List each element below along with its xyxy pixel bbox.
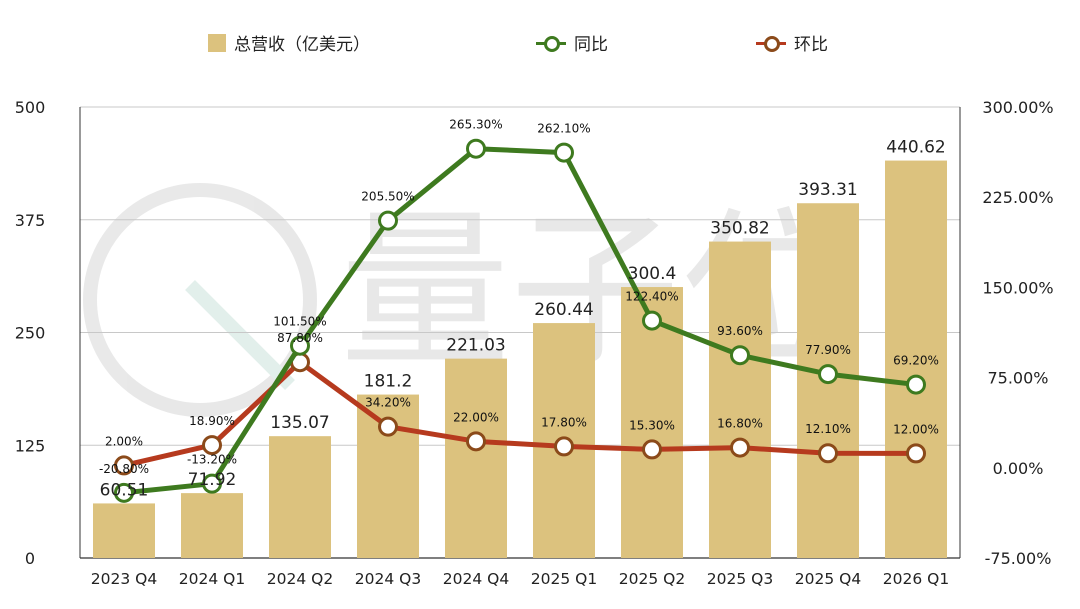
y-left-tick-label: 125 — [15, 436, 46, 455]
watermark-logo-ring — [83, 183, 317, 417]
qoq-data-label: 18.90% — [189, 414, 235, 428]
qoq-data-label: 2.00% — [105, 434, 143, 448]
legend-item-revenue: 总营收（亿美元） — [208, 30, 370, 55]
x-tick-label: 2024 Q2 — [267, 570, 333, 588]
revenue-bar — [621, 287, 683, 558]
revenue-bar — [885, 160, 947, 558]
revenue-data-label: 60.51 — [100, 480, 149, 500]
revenue-bar — [709, 241, 771, 558]
y-left-tick-label: 250 — [15, 324, 46, 343]
revenue-data-label: 440.62 — [886, 138, 945, 158]
qoq-marker — [818, 443, 838, 464]
qoq-marker — [906, 443, 926, 464]
revenue-data-label: 393.31 — [798, 180, 857, 200]
qoq-data-label: 34.20% — [365, 396, 411, 410]
qoq-data-label: 12.10% — [805, 422, 851, 436]
yoy-marker — [378, 210, 398, 231]
revenue-bar — [445, 358, 507, 558]
x-tick-label: 2025 Q4 — [795, 570, 861, 588]
yoy-data-label: 205.50% — [361, 190, 414, 204]
revenue-data-label: 260.44 — [534, 300, 593, 320]
revenue-bar — [93, 503, 155, 558]
chart-legend: 总营收（亿美元） 同比 环比 — [0, 30, 1080, 58]
yoy-marker — [730, 345, 750, 366]
y-left-tick-label: 0 — [25, 549, 35, 568]
qoq-data-label: 12.00% — [893, 422, 939, 436]
yoy-marker — [202, 473, 222, 494]
yoy-marker — [554, 142, 574, 163]
revenue-data-label: 181.2 — [364, 372, 413, 392]
qoq-data-label: 17.80% — [541, 415, 587, 429]
yoy-data-label: 77.90% — [805, 343, 851, 357]
yoy-data-label: 262.10% — [537, 122, 590, 136]
legend-item-qoq: 环比 — [756, 30, 828, 55]
yoy-marker — [466, 138, 486, 159]
x-tick-label: 2024 Q4 — [443, 570, 509, 588]
revenue-bar — [181, 493, 243, 558]
qoq-marker — [554, 436, 574, 457]
revenue-data-label: 221.03 — [446, 336, 505, 356]
y-right-tick-label: 150.00% — [982, 278, 1053, 297]
yoy-data-label: -20.80% — [99, 462, 149, 476]
yoy-data-label: 122.40% — [625, 290, 678, 304]
yoy-marker — [114, 482, 134, 503]
qoq-data-label: 16.80% — [717, 417, 763, 431]
legend-item-yoy: 同比 — [536, 30, 608, 55]
yoy-data-label: 69.20% — [893, 354, 939, 368]
legend-swatch-revenue — [208, 33, 226, 52]
yoy-marker — [818, 364, 838, 385]
growth-lines — [114, 138, 926, 503]
revenue-bar — [269, 436, 331, 558]
y-left-tick-label: 375 — [15, 211, 46, 230]
legend-marker-qoq — [756, 34, 786, 52]
x-tick-label: 2023 Q4 — [91, 570, 157, 588]
watermark-logo-tail — [185, 280, 295, 390]
qoq-data-label: 87.80% — [277, 331, 323, 345]
legend-label-qoq: 环比 — [794, 35, 828, 55]
x-tick-label: 2025 Q1 — [531, 570, 597, 588]
yoy-marker — [290, 335, 310, 356]
qoq-marker — [730, 437, 750, 458]
y-right-tick-label: -75.00% — [985, 549, 1052, 568]
x-tick-label: 2024 Q1 — [179, 570, 245, 588]
legend-label-revenue: 总营收（亿美元） — [234, 35, 370, 55]
x-tick-label: 2026 Q1 — [883, 570, 949, 588]
y-left-tick-label: 500 — [15, 98, 46, 117]
qoq-marker — [114, 455, 134, 476]
axes: 0 125 250 375 500 -75.00% 0.00% 75.00% 150.00% 22… — [15, 98, 1054, 588]
revenue-data-label: 71.92 — [188, 470, 237, 490]
x-tick-label: 2025 Q2 — [619, 570, 685, 588]
x-tick-label: 2025 Q3 — [707, 570, 773, 588]
legend-marker-yoy — [536, 34, 566, 52]
data-labels: 60.51 71.92 135.07 181.2 221.03 260.44 300.4 35… — [99, 118, 946, 501]
yoy-data-label: 101.50% — [273, 315, 326, 329]
qoq-marker — [642, 439, 662, 460]
yoy-line — [123, 146, 917, 496]
qoq-data-label: 15.30% — [629, 418, 675, 432]
y-right-tick-label: 0.00% — [993, 459, 1044, 478]
qoq-marker — [202, 435, 222, 456]
yoy-marker — [642, 310, 662, 331]
yoy-data-label: 265.30% — [449, 118, 502, 132]
yoy-data-label: 93.60% — [717, 324, 763, 338]
yoy-data-label: -13.20% — [187, 453, 237, 467]
yoy-marker — [906, 374, 926, 395]
qoq-marker — [378, 416, 398, 437]
qoq-marker — [466, 431, 486, 452]
revenue-data-label: 300.4 — [628, 264, 677, 284]
qoq-line — [123, 359, 917, 468]
x-tick-label: 2024 Q3 — [355, 570, 421, 588]
revenue-data-label: 350.82 — [710, 219, 769, 239]
y-right-tick-label: 225.00% — [982, 188, 1053, 207]
y-right-tick-label: 75.00% — [987, 369, 1048, 388]
legend-label-yoy: 同比 — [574, 35, 608, 55]
qoq-data-label: 22.00% — [453, 410, 499, 424]
revenue-data-label: 135.07 — [270, 413, 329, 433]
y-right-tick-label: 300.00% — [982, 98, 1053, 117]
